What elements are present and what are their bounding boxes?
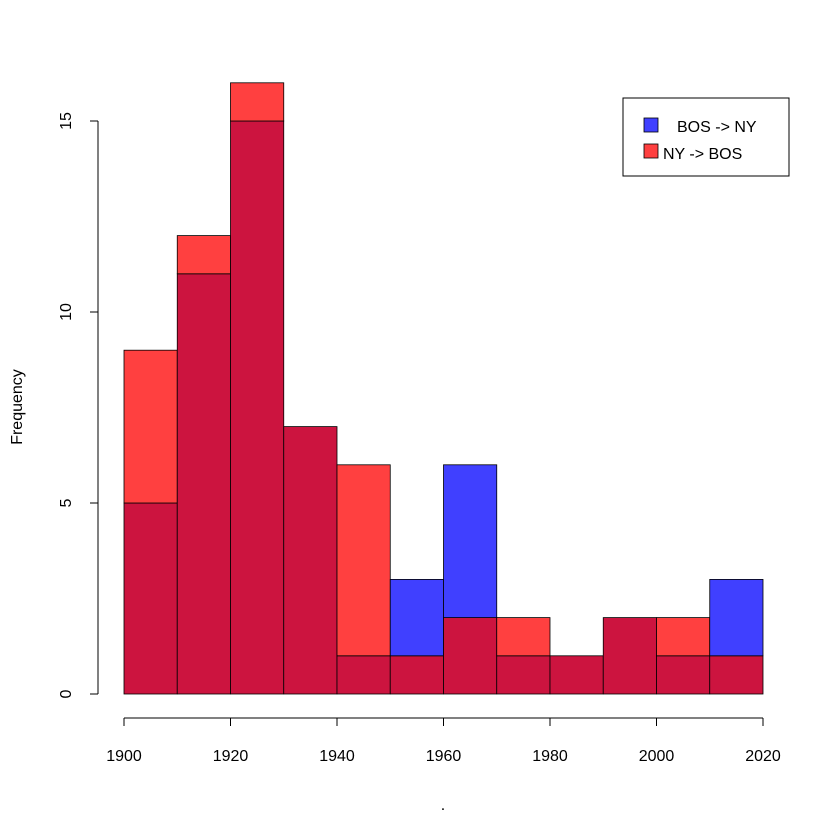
- bar-overlap-1950: [389, 655, 444, 695]
- bar-overlap-1900: [123, 502, 178, 695]
- bar-ny-bos-1910: [176, 235, 231, 275]
- bar-ny-bos-1970: [496, 617, 551, 657]
- y-tick-label: 0: [58, 689, 75, 698]
- bar-overlap-2010: [709, 655, 764, 695]
- bar-ny-bos-1920: [230, 82, 285, 122]
- x-axis-title: .: [441, 797, 445, 814]
- bar-overlap-1960: [443, 617, 498, 695]
- x-tick-label: 1920: [213, 748, 249, 765]
- bar-bos-ny-2010: [709, 579, 764, 657]
- bar-overlap-1990: [602, 617, 657, 695]
- x-tick-label: 1980: [532, 748, 568, 765]
- x-tick-label: 1940: [319, 748, 355, 765]
- y-axis: 0 5 10 15: [58, 112, 99, 698]
- legend-label-ny-bos: NY -> BOS: [663, 146, 742, 163]
- y-tick-label: 10: [58, 303, 75, 321]
- bar-overlap-1910: [176, 273, 231, 695]
- bars-layer: [123, 82, 764, 695]
- bar-overlap-1970: [496, 655, 551, 695]
- bar-overlap-2000: [656, 655, 711, 695]
- legend-swatch-bos-ny: [643, 117, 659, 133]
- legend-box: [622, 97, 790, 177]
- legend-swatch-ny-bos: [643, 143, 659, 159]
- x-tick-label: 1960: [426, 748, 462, 765]
- x-axis: 1900 1920 1940 1960 1980 2000 2020: [106, 717, 781, 765]
- bar-overlap-1930: [283, 426, 338, 695]
- x-tick-label: 2020: [745, 748, 781, 765]
- bar-overlap-1920: [230, 120, 285, 695]
- bar-ny-bos-1900: [123, 349, 178, 504]
- y-tick-label: 15: [58, 112, 75, 130]
- bar-bos-ny-1960: [443, 464, 498, 618]
- bar-ny-bos-1940: [336, 464, 391, 657]
- bar-ny-bos-2000: [656, 617, 711, 657]
- x-tick-label: 2000: [639, 748, 675, 765]
- legend: BOS -> NY NY -> BOS: [622, 97, 790, 177]
- bar-overlap-1980: [549, 655, 604, 695]
- y-tick-label: 5: [58, 498, 75, 507]
- bar-bos-ny-1950: [389, 579, 444, 657]
- legend-label-bos-ny: BOS -> NY: [677, 119, 757, 136]
- bar-overlap-1940: [336, 655, 391, 695]
- y-axis-title: Frequency: [9, 369, 26, 445]
- x-tick-label: 1900: [106, 748, 142, 765]
